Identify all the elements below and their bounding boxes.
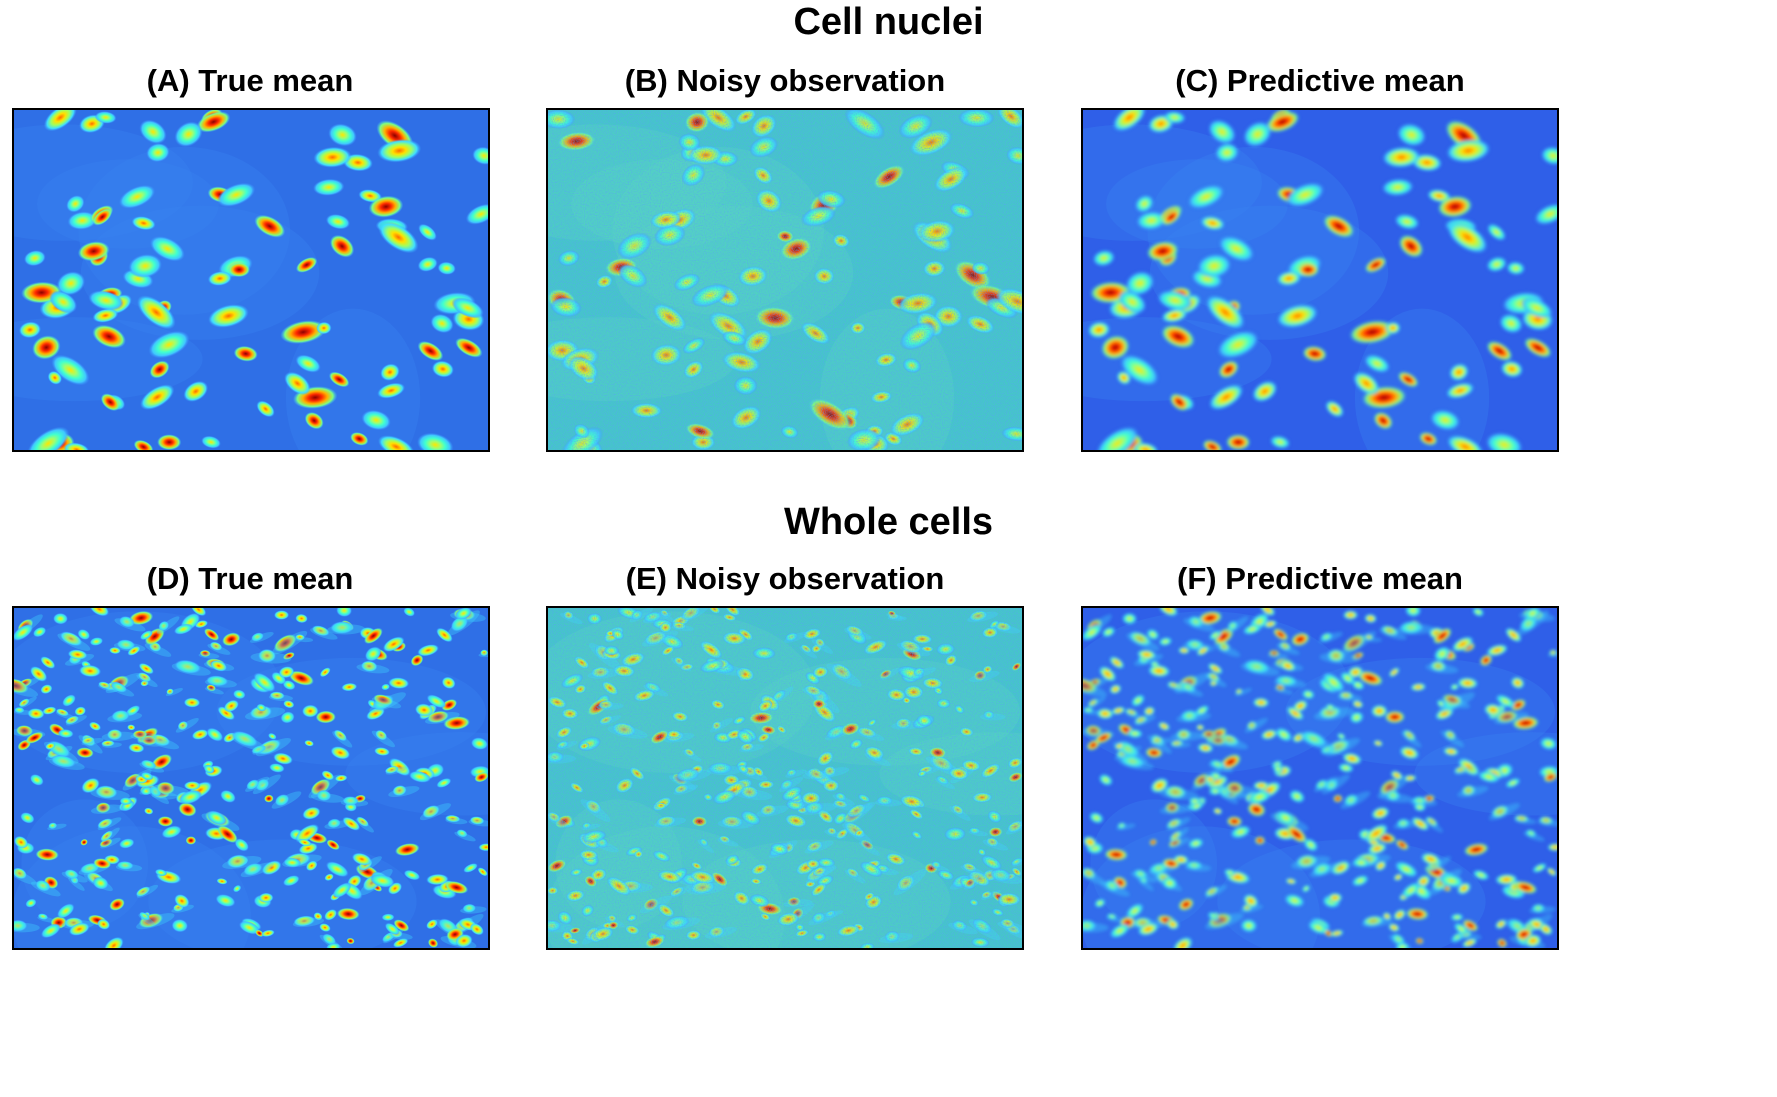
panel-title-b: (B) Noisy observation <box>624 63 946 98</box>
panel-title-e: (E) Noisy observation <box>625 561 945 596</box>
image-panel-a <box>12 108 490 452</box>
microscopy-image-b <box>548 110 1022 450</box>
microscopy-image-c <box>1083 110 1557 450</box>
section-title-whole-cells: Whole cells <box>783 501 994 543</box>
panel-title-c: (C) Predictive mean <box>1175 63 1465 98</box>
image-panel-c <box>1081 108 1559 452</box>
microscopy-image-a <box>14 110 488 450</box>
image-panel-f <box>1081 606 1559 950</box>
image-panel-b <box>546 108 1024 452</box>
panel-title-f: (F) Predictive mean <box>1177 561 1463 596</box>
image-panel-d <box>12 606 490 950</box>
section-title-cell-nuclei: Cell nuclei <box>793 1 984 43</box>
microscopy-image-e <box>548 608 1022 948</box>
microscopy-image-f <box>1083 608 1557 948</box>
image-panel-e <box>546 606 1024 950</box>
panel-title-a: (A) True mean <box>146 63 354 98</box>
microscopy-image-d <box>14 608 488 948</box>
panel-title-d: (D) True mean <box>146 561 354 596</box>
